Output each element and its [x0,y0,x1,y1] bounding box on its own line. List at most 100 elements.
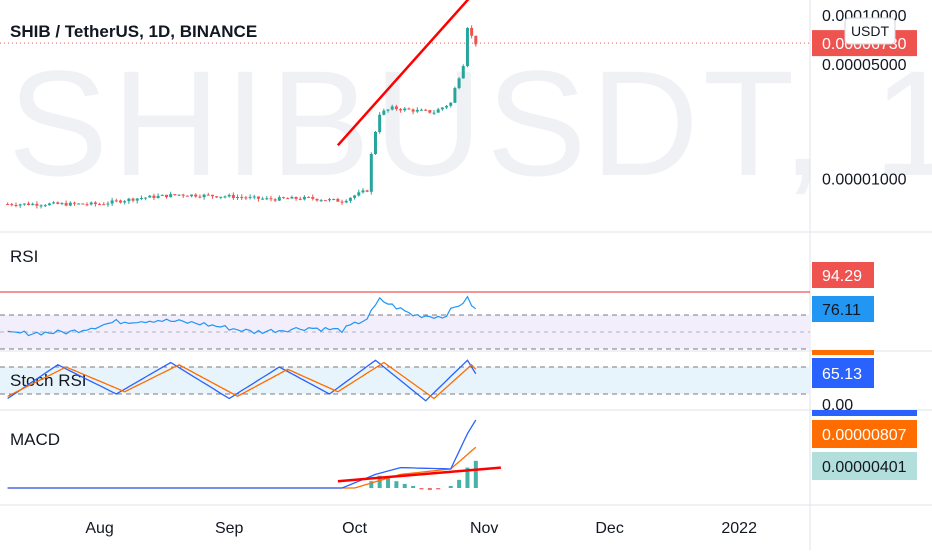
macd-histogram-bar [448,485,453,488]
candle-body [77,203,81,205]
candle-body [277,197,281,201]
macd-series [7,419,478,491]
candle-body [185,195,189,197]
rsi-tag-bg [812,262,874,288]
candle-body [35,203,39,206]
candle-body [73,202,77,204]
candle-body [457,78,461,89]
rsi-label: RSI [10,247,38,266]
candle-body [332,198,336,200]
candle-body [273,199,277,201]
candle-body [89,202,93,205]
candle-body [311,197,315,199]
candle-body [470,27,474,36]
price-trendline [336,0,470,147]
candle-body [52,202,56,204]
candle-body [323,200,327,202]
macd-label: MACD [10,430,60,449]
candle-body [206,194,210,196]
candle-body [415,109,419,112]
candle-body [369,153,373,192]
candle-body [286,198,290,200]
candle-body [294,196,298,199]
candle-body [328,199,332,201]
currency-button[interactable]: USDT [844,17,896,45]
candle-body [27,203,31,206]
candle-body [152,195,156,198]
candle-body [357,192,361,196]
candle-body [81,203,85,205]
candle-body [236,196,240,199]
candle-body [256,196,260,199]
candle-body [231,194,235,199]
x-tick-label: 2022 [721,520,757,537]
chart-title: SHIB / TetherUS, 1D, BINANCE [10,22,257,41]
stoch-k-line [7,359,477,402]
candle-body [424,109,428,111]
y-tick-label: 0.00005000 [822,57,907,74]
candle-body [102,204,106,206]
candle-body [14,204,18,206]
x-tick-label: Aug [85,520,113,537]
candle-body [223,196,227,198]
candle-body [302,196,306,200]
stoch-zero-label: 0.00 [822,397,853,414]
candle-body [194,194,198,197]
candle-body [110,200,114,204]
candle-body [43,205,47,207]
candle-body [319,200,323,202]
stoch-d-tag-bg [812,350,874,355]
rsi-last-value: 76.11 [822,302,861,319]
candle-body [252,196,256,198]
candle-body [336,198,340,202]
candle-body [164,194,168,198]
candle-body [390,106,394,110]
candle-body [6,204,10,206]
rsi-tag-value: 94.29 [822,268,862,285]
candle-body [407,108,411,110]
annotations [336,0,502,483]
candle-body [445,105,449,108]
candle-body [386,109,390,111]
currency-button-label[interactable]: USDT [851,23,890,39]
macd-line [7,419,477,489]
candle-body [353,195,357,198]
candle-body [465,27,469,67]
candle-body [156,195,160,198]
candle-body [127,198,131,202]
candle-body [68,202,72,206]
candle-body [210,194,214,197]
candle-body [373,132,377,154]
macd-zero-tag-bg [812,410,917,416]
x-axis: Aug Sep Oct Nov Dec 2022 [85,520,757,537]
price-series [6,25,478,209]
x-tick-label: Sep [215,520,244,537]
candle-body [60,203,64,205]
macd-histogram-bar [377,475,382,488]
candle-body [265,198,269,200]
candle-body [399,109,403,111]
macd-histogram-bar [427,488,432,491]
rsi-series [0,291,810,350]
candle-body [440,107,444,110]
candle-body [98,204,102,206]
candle-body [307,196,311,198]
candle-body [219,196,223,198]
candle-body [428,110,432,113]
candle-body [215,196,219,198]
candle-body [361,190,365,193]
stoch-d-line [7,361,477,400]
macd-histogram-bar [465,467,470,488]
candle-body [31,203,35,206]
candle-body [85,204,89,206]
candle-body [131,198,135,201]
candle-body [139,198,143,200]
candle-body [282,197,286,199]
candle-body [160,194,164,196]
macd-histogram-bar [419,488,424,490]
candle-body [123,201,127,203]
candle-body [181,194,185,196]
candle-body [244,197,248,199]
candle-body [135,198,139,201]
